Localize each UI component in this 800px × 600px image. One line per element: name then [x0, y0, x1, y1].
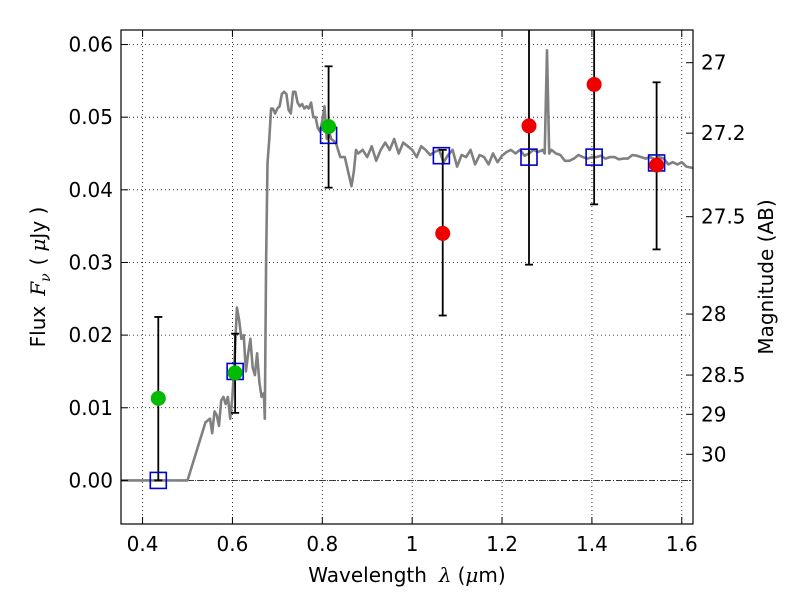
measurement-point — [586, 76, 602, 92]
magnitude-tick-label: 27.2 — [701, 121, 746, 145]
magnitude-tick-label: 30 — [701, 442, 726, 466]
measurement-point — [649, 157, 665, 173]
detection-point — [227, 365, 243, 381]
x-ticks: 0.4 0.6 0.8 1 1.2 1.4 1.6 — [127, 30, 698, 556]
magnitude-tick-label: 27.5 — [701, 205, 746, 229]
model-photometry-square — [149, 471, 168, 490]
model-squares — [149, 126, 666, 490]
model-sed-line — [121, 48, 694, 482]
x-tick-label: 1.4 — [576, 532, 608, 556]
x-tick-label: 0.4 — [127, 532, 159, 556]
grid — [121, 30, 693, 524]
detection-point — [150, 390, 166, 406]
measurement-point — [521, 118, 537, 134]
y-axis-label: FluxFν(μJy ) — [26, 207, 54, 348]
plot-frame — [120, 29, 694, 525]
magnitude-tick-label: 28 — [701, 302, 726, 326]
x-tick-label: 0.6 — [217, 532, 249, 556]
y-tick-label: 0.00 — [68, 468, 113, 492]
y-tick-label: 0.06 — [68, 33, 113, 57]
y-tick-label: 0.01 — [68, 396, 113, 420]
y-ticks: 0.00 0.01 0.02 0.03 0.04 0.05 0.06 — [68, 33, 128, 492]
y-tick-label: 0.04 — [68, 178, 113, 202]
y-tick-label: 0.03 — [68, 250, 113, 274]
measurement-points — [150, 76, 665, 406]
y-tick-label: 0.02 — [68, 323, 113, 347]
x-tick-label: 0.8 — [306, 532, 338, 556]
model-sed-line-group — [121, 48, 694, 482]
magnitude-tick-label: 29 — [701, 402, 726, 426]
magnitude-tick-label: 28.5 — [701, 363, 746, 387]
x-tick-label: 1.2 — [486, 532, 518, 556]
model-photometry-square — [520, 148, 538, 166]
detection-point — [321, 119, 337, 135]
y2-axis-label: Magnitude (AB) — [754, 199, 778, 354]
model-photometry-square — [585, 148, 603, 166]
x-tick-label: 1 — [406, 532, 419, 556]
measurement-point — [435, 225, 451, 241]
model-photometry-square — [432, 146, 451, 165]
x-axis-label: Wavelength λ (μm) — [308, 563, 505, 587]
magnitude-tick-label: 27 — [701, 51, 726, 75]
x-tick-label: 1.6 — [666, 532, 698, 556]
magnitude-ticks: 27 27.2 27.5 28 28.5 29 30 — [686, 51, 746, 466]
y-tick-label: 0.05 — [68, 105, 113, 129]
